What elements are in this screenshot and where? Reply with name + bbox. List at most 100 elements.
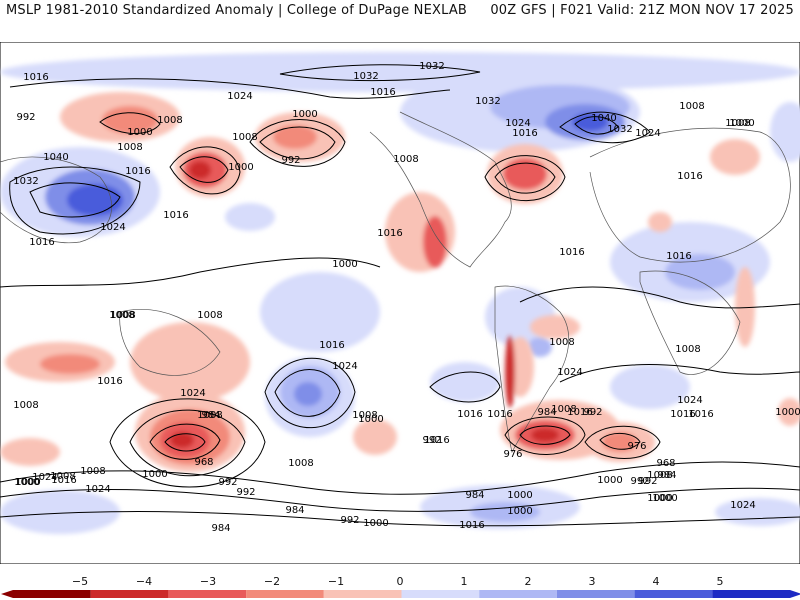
isobar-label: 1016 bbox=[512, 128, 537, 139]
isobar-label: 1016 bbox=[51, 475, 76, 486]
isobar-label: 976 bbox=[503, 449, 522, 460]
isobar-label: 1016 bbox=[377, 228, 402, 239]
colorbar-tick-label: 1 bbox=[461, 575, 468, 588]
coastlines bbox=[0, 111, 791, 453]
colorbar-swatch bbox=[13, 590, 91, 598]
colorbar-left-cap bbox=[1, 590, 13, 598]
isobar-label: 1024 bbox=[100, 222, 125, 233]
isobars bbox=[0, 64, 800, 527]
isobar-label: 1000 bbox=[652, 493, 677, 504]
colorbar-tick-label: 3 bbox=[589, 575, 596, 588]
colorbar-swatch bbox=[401, 590, 480, 598]
isobar-label: 992 bbox=[236, 487, 255, 498]
model-run-info: 00Z GFS | F021 Valid: 21Z MON NOV 17 202… bbox=[490, 3, 794, 18]
isobar-label: 1008 bbox=[725, 118, 750, 129]
colorbar-swatch bbox=[90, 590, 169, 598]
isobar-label: 1008 bbox=[675, 344, 700, 355]
isobar-label: 1008 bbox=[50, 471, 75, 482]
isobar-label: 1000 bbox=[142, 469, 167, 480]
isobar-label: 1000 bbox=[363, 518, 388, 529]
isobar-label: 1008 bbox=[679, 101, 704, 112]
isobar-label: 1016 bbox=[670, 409, 695, 420]
isobar-label: 1032 bbox=[353, 71, 378, 82]
isobar-label: 1016 bbox=[424, 435, 449, 446]
isobar-label: 1008 bbox=[109, 310, 134, 321]
isobar-label: 1000 bbox=[729, 118, 754, 129]
isobar-label: 976 bbox=[627, 441, 646, 452]
isobar-label: 1016 bbox=[666, 251, 691, 262]
isobar-label: 992 bbox=[16, 112, 35, 123]
isobar-label: 1032 bbox=[419, 61, 444, 72]
colorbar-swatch bbox=[712, 590, 790, 598]
isobar-label: 1016 bbox=[487, 409, 512, 420]
isobar-label: 984 bbox=[537, 407, 556, 418]
colorbar-swatch bbox=[556, 590, 635, 598]
isobar-label: 1032 bbox=[607, 124, 632, 135]
colorbar: −5 −4 −3 −2 −1 0 1 2 3 4 5 bbox=[1, 575, 800, 598]
isobar-label: 992 bbox=[218, 477, 237, 488]
isobar-label: 1008 bbox=[197, 410, 222, 421]
isobar-label: 1016 bbox=[163, 210, 188, 221]
isobar-label: 992 bbox=[638, 476, 657, 487]
isobar-label: 1024 bbox=[730, 500, 755, 511]
isobar-label: 992 bbox=[630, 476, 649, 487]
map-title: MSLP 1981-2010 Standardized Anomaly | Co… bbox=[6, 3, 468, 18]
isobar-label: 1008 bbox=[110, 310, 135, 321]
isobar-label: 1000 bbox=[358, 414, 383, 425]
isobar-label: 1016 bbox=[559, 247, 584, 258]
isobar-label: 1024 bbox=[505, 118, 530, 129]
isobar-label: 1008 bbox=[197, 310, 222, 321]
isobar-label: 1016 bbox=[319, 340, 344, 351]
isobar-label: 1016 bbox=[125, 166, 150, 177]
isobar-label: 1008 bbox=[551, 404, 576, 415]
colorbar-swatch bbox=[246, 590, 324, 598]
colorbar-swatch bbox=[479, 590, 557, 598]
colorbar-right-cap bbox=[790, 590, 800, 598]
isobar-label: 1024 bbox=[332, 361, 357, 372]
isobar-label: 1008 bbox=[549, 337, 574, 348]
isobar-label: 1000 bbox=[647, 493, 672, 504]
isobar-label: 984 bbox=[201, 410, 220, 421]
isobar-label: 1000 bbox=[775, 407, 800, 418]
isobar-label: 1016 bbox=[457, 409, 482, 420]
isobar-label: 992 bbox=[340, 515, 359, 526]
isobar-label: 1016 bbox=[370, 87, 395, 98]
isobar-label: 968 bbox=[656, 458, 675, 469]
isobar-label: 1008 bbox=[288, 458, 313, 469]
isobar-label: 1000 bbox=[228, 162, 253, 173]
isobar-label: 1000 bbox=[597, 475, 622, 486]
isobar-label: 992 bbox=[281, 155, 300, 166]
isobar-label: 984 bbox=[211, 523, 230, 534]
isobar-label: 1032 bbox=[13, 176, 38, 187]
colorbar-tick-label: −3 bbox=[200, 575, 216, 588]
colorbar-tick-label: −5 bbox=[72, 575, 88, 588]
isobar-label: 992 bbox=[422, 435, 441, 446]
isobar-label: 1032 bbox=[475, 96, 500, 107]
colorbar-tick-label: 2 bbox=[525, 575, 532, 588]
colorbar-tick-label: −4 bbox=[136, 575, 152, 588]
isobar-label: 1016 bbox=[459, 520, 484, 531]
isobar-label: 1024 bbox=[557, 367, 582, 378]
negative-anomaly-fills bbox=[0, 92, 800, 472]
isobar-label: 992 bbox=[583, 407, 602, 418]
isobar-label: 1016 bbox=[677, 171, 702, 182]
isobar-label: 1016 bbox=[23, 72, 48, 83]
isobar-label: 1016 bbox=[29, 237, 54, 248]
colorbar-tick-label: 4 bbox=[653, 575, 660, 588]
isobar-label: 1024 bbox=[635, 128, 660, 139]
isobar-label: 1000 bbox=[332, 259, 357, 270]
isobar-label: 1024 bbox=[677, 395, 702, 406]
isobar-label: 984 bbox=[285, 505, 304, 516]
colorbar-tick-label: 5 bbox=[717, 575, 724, 588]
colorbar-swatch bbox=[168, 590, 247, 598]
isobar-label: 1008 bbox=[647, 470, 672, 481]
isobar-labels: 1016992100010081024100810001032103210161… bbox=[13, 61, 800, 534]
isobar-label: 1008 bbox=[80, 466, 105, 477]
isobar-label: 968 bbox=[194, 457, 213, 468]
isobar-label: 984 bbox=[465, 490, 484, 501]
colorbar-tick-label: −1 bbox=[328, 575, 344, 588]
isobar-label: 1024 bbox=[180, 388, 205, 399]
isobar-label: 1008 bbox=[117, 142, 142, 153]
isobar-label: 1000 bbox=[507, 490, 532, 501]
colorbar-swatch bbox=[323, 590, 402, 598]
